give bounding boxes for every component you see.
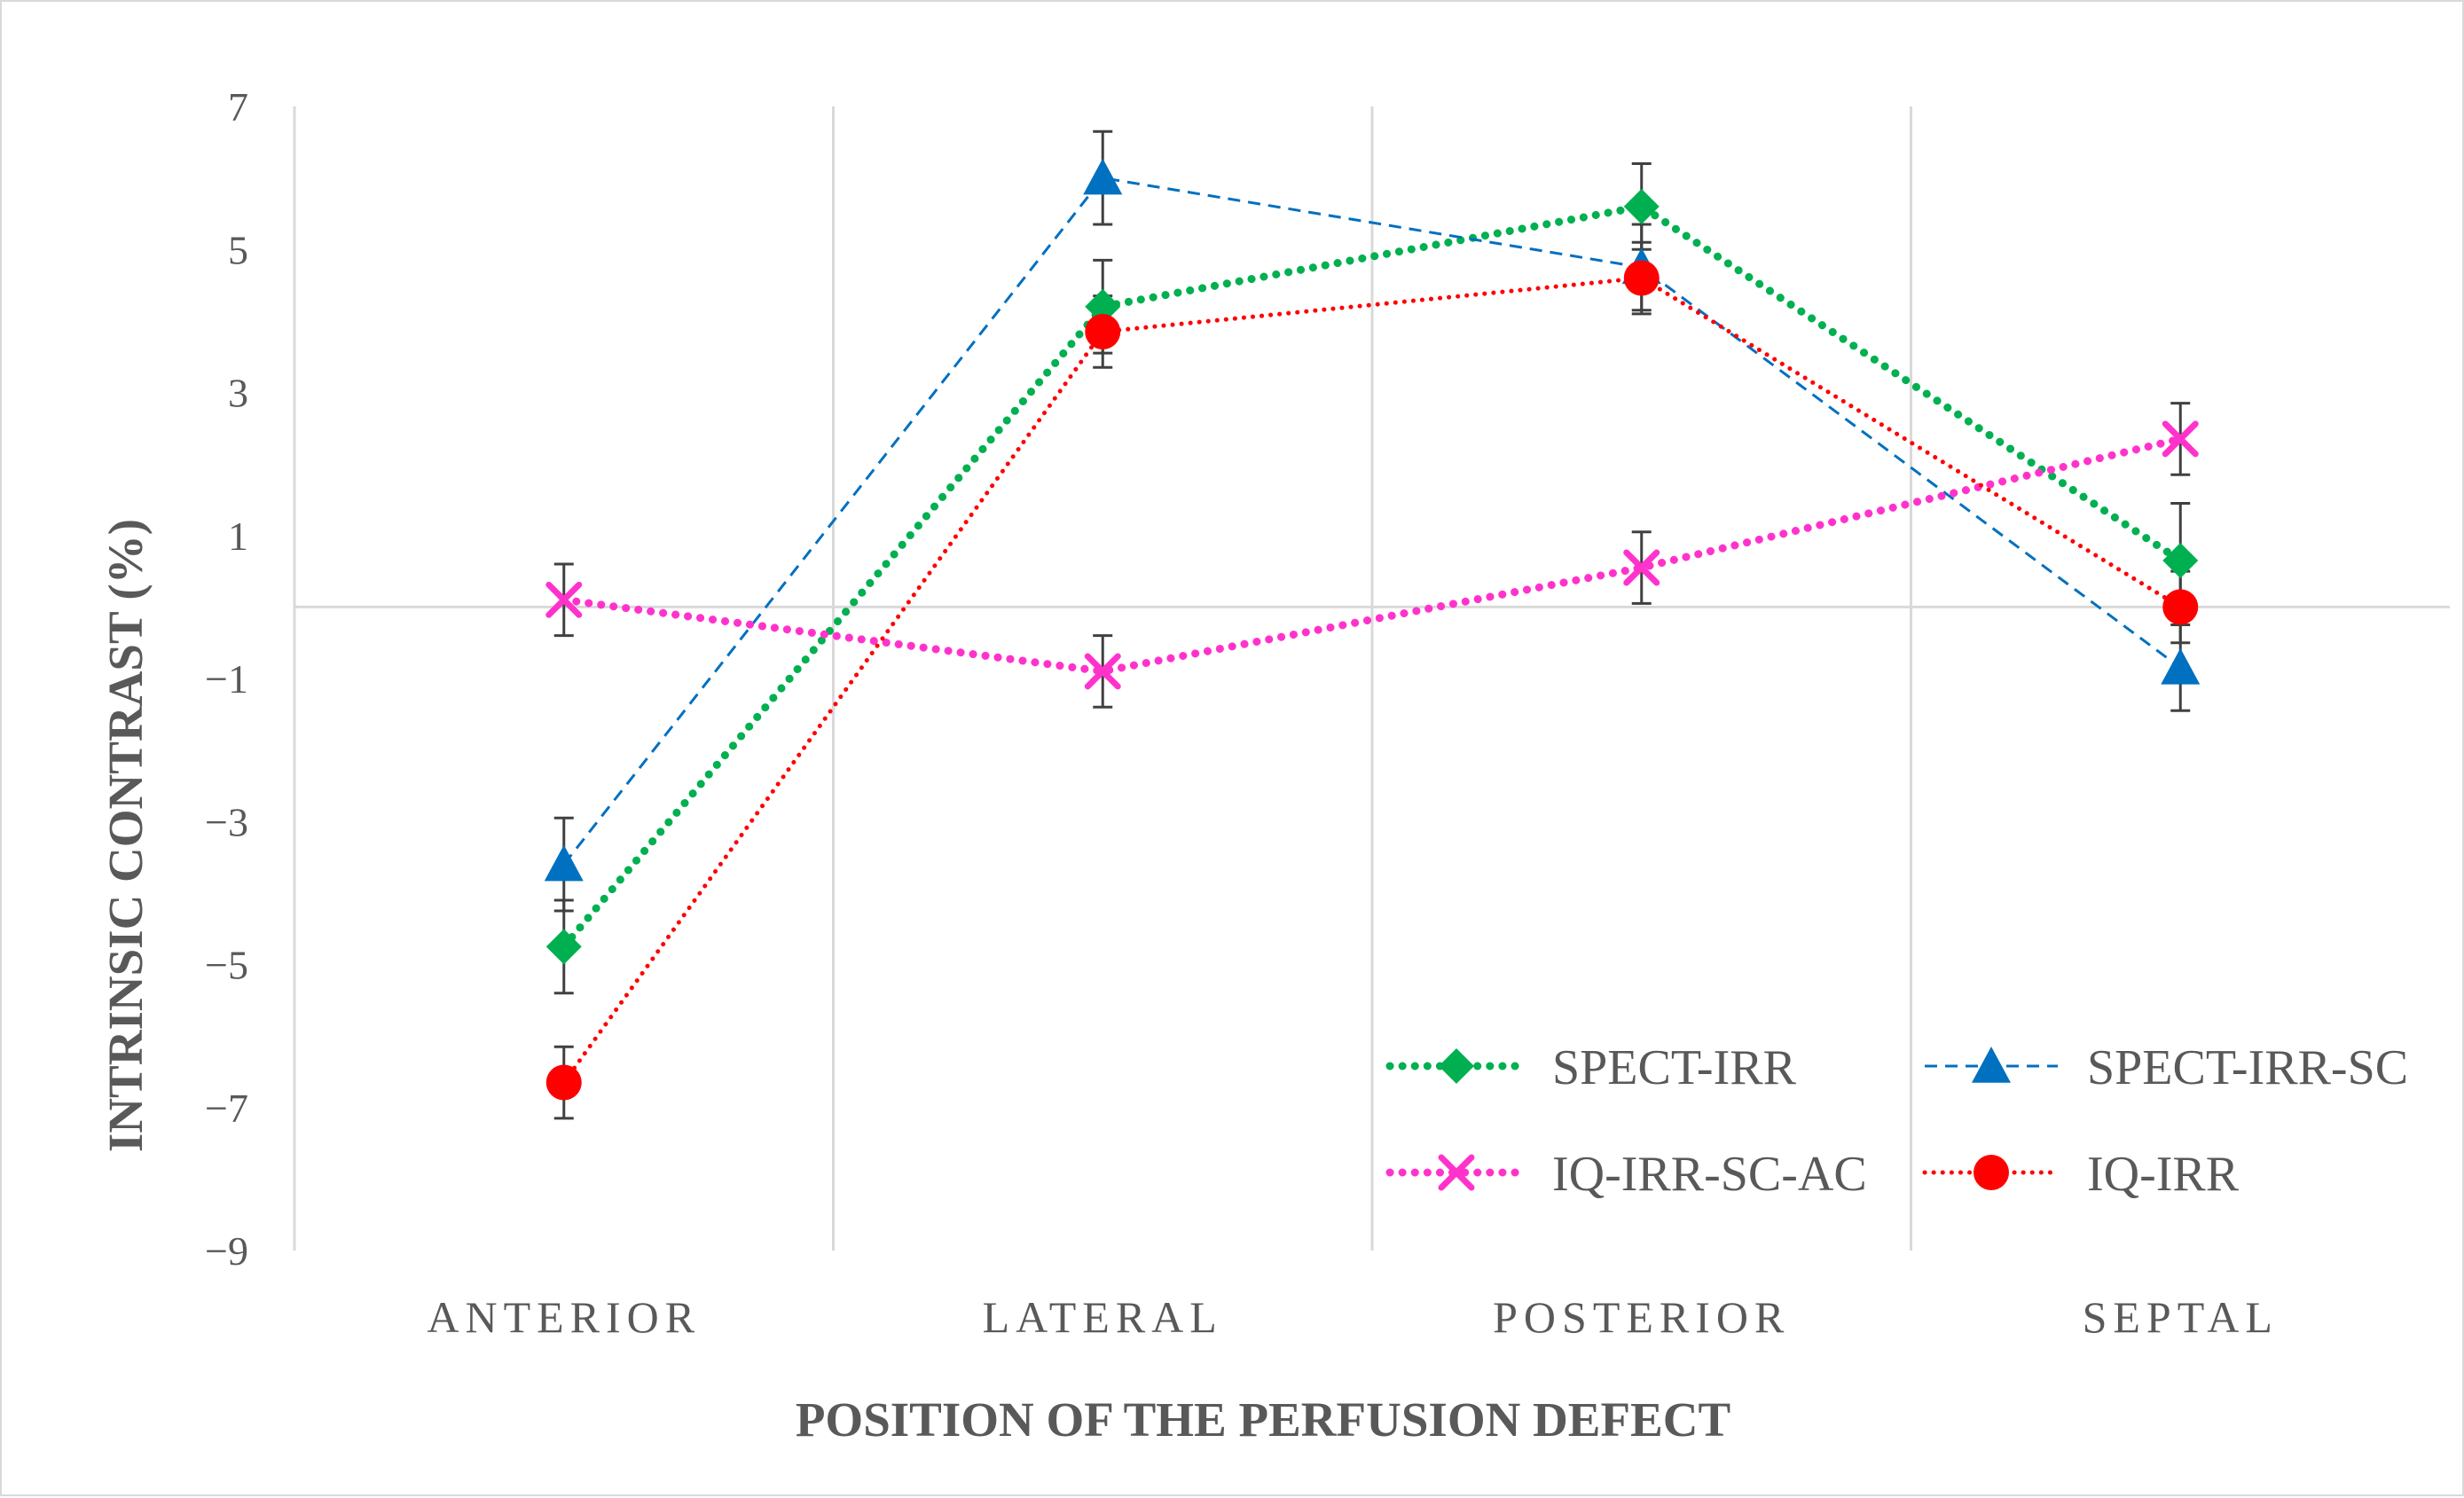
series-line-spect-irr-sc (562, 176, 2182, 866)
y-tick-label: −7 (205, 1086, 248, 1131)
series-line-iq-irr (561, 275, 2183, 1086)
data-point-iq-irr (2162, 589, 2199, 625)
data-point-spect-irr (1085, 288, 1121, 325)
legend-label: SPECT-IRR-SC (2087, 1040, 2408, 1095)
y-tick-label: 1 (228, 514, 248, 559)
legend-label: SPECT-IRR (1552, 1040, 1797, 1095)
legend-marker (1974, 1155, 2009, 1190)
data-point-spect-irr (2162, 542, 2199, 578)
legend-marker (1972, 1047, 2011, 1083)
data-point-spect-irr (545, 929, 582, 965)
y-tick-label: −1 (205, 656, 248, 702)
series-line-iq-irr-sc-ac (560, 435, 2185, 676)
legend-marker (1438, 1154, 1475, 1191)
y-tick-label: 3 (228, 371, 248, 416)
y-tick-label: 7 (228, 84, 248, 129)
y-tick-label: 5 (228, 227, 248, 272)
legend-marker (1439, 1048, 1474, 1084)
y-tick-label: −5 (205, 943, 248, 988)
data-point-iq-irr-sc-ac (1084, 653, 1121, 690)
legend: SPECT-IRR SPECT-IRR-SC IQ-IRR-SC-AC IQ-IRR (1385, 1040, 2408, 1202)
y-tick-label: −3 (205, 799, 248, 844)
data-point-spect-irr-sc (2161, 647, 2201, 685)
series-layer (544, 129, 2201, 1120)
data-point-spect-irr-sc (1083, 158, 1123, 195)
y-tick-label: −9 (205, 1228, 248, 1274)
series-line-spect-irr (560, 202, 2185, 951)
data-point-spect-irr (1623, 188, 1660, 224)
data-point-iq-irr (545, 1064, 582, 1101)
y-axis-title: INTRINSIC CONTRAST (%) (98, 519, 153, 1152)
legend-label: IQ-IRR-SC-AC (1552, 1147, 1867, 1202)
x-category-label: POSTERIOR (1493, 1292, 1790, 1342)
data-point-iq-irr-sc-ac (545, 581, 583, 618)
legend-label: IQ-IRR (2087, 1147, 2240, 1202)
data-point-spect-irr-sc (544, 844, 584, 882)
x-category-label: ANTERIOR (427, 1292, 701, 1342)
x-axis-title: POSITION OF THE PERFUSION DEFECT (796, 1392, 1730, 1447)
grid-layer (832, 106, 1912, 1251)
data-point-iq-irr-sc-ac (1623, 549, 1660, 586)
data-point-iq-irr-sc-ac (2162, 420, 2199, 458)
x-category-label: SEPTAL (2083, 1292, 2279, 1342)
label-layer: 7 5 3 1 −1 −3 −5 −7 −9 ANTERIOR LATERAL POSTERIOR SE… (205, 84, 2279, 1342)
data-point-iq-irr (1623, 260, 1660, 296)
axis-layer (293, 106, 2450, 1251)
x-category-label: LATERAL (983, 1292, 1223, 1342)
data-point-iq-irr (1085, 313, 1121, 349)
